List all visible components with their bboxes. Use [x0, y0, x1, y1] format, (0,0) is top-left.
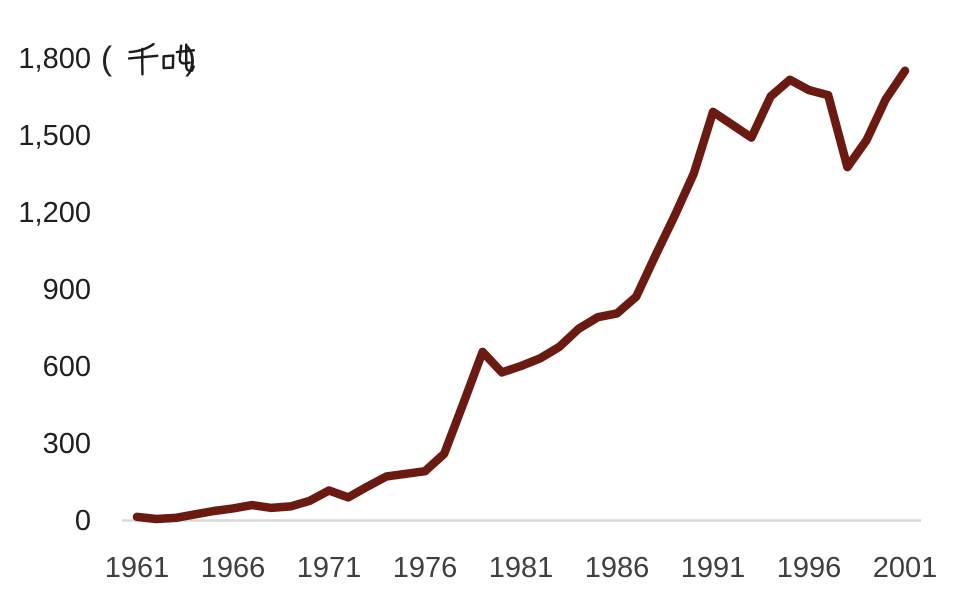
y-axis-tick-label: 1,200 — [18, 197, 91, 229]
x-axis-tick-label: 2001 — [873, 552, 938, 584]
y-axis-tick-label: 900 — [43, 274, 91, 306]
x-axis-tick-label: 1976 — [393, 552, 458, 584]
x-axis-tick-label: 1961 — [105, 552, 170, 584]
x-axis-tick-label: 1981 — [489, 552, 554, 584]
cjk-stroke — [185, 43, 195, 72]
y-axis: 0 300 600 900 1,200 1,500 1,800 — [18, 43, 91, 537]
y-axis-tick-label: 1,500 — [18, 120, 91, 152]
cjk-stroke — [178, 44, 191, 65]
x-axis-tick-label: 1971 — [297, 552, 362, 584]
cjk-stroke — [162, 54, 175, 70]
y-axis-tick-label: 300 — [43, 428, 91, 460]
x-axis-tick-label: 1991 — [681, 552, 746, 584]
unit-close-paren: ) — [185, 40, 196, 77]
x-axis-tick-label: 1996 — [777, 552, 842, 584]
x-axis: 1961 1966 1971 1976 1981 1986 1991 1996 2001 — [105, 552, 938, 584]
unit-cjk-glyph — [127, 42, 159, 76]
y-axis-tick-label: 600 — [43, 351, 91, 383]
x-axis-tick-label: 1986 — [585, 552, 650, 584]
y-axis-tick-label: 1,800 — [18, 43, 91, 75]
x-axis-tick-label: 1966 — [201, 552, 266, 584]
y-axis-tick-label: 0 — [75, 505, 91, 537]
unit-open-paren: ( — [101, 40, 112, 77]
unit-cjk-glyph — [162, 43, 196, 72]
data-series-line — [132, 66, 910, 524]
unit-label: () — [101, 40, 196, 77]
